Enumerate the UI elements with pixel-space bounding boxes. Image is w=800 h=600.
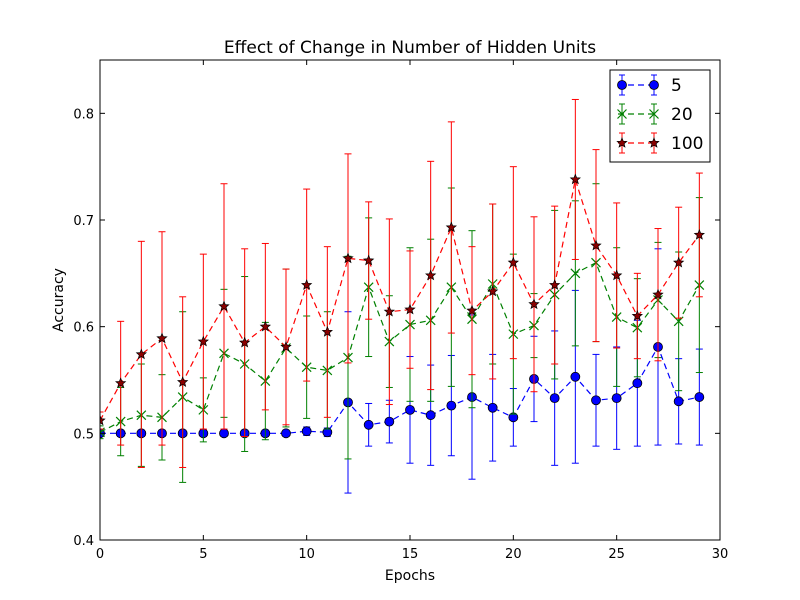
data-point <box>611 393 622 404</box>
legend-marker <box>617 109 627 119</box>
data-point <box>528 298 540 310</box>
data-point <box>156 332 168 344</box>
y-tick-label: 0.7 <box>73 214 94 229</box>
legend-marker <box>616 137 628 148</box>
data-point <box>405 404 415 415</box>
x-tick-label: 15 <box>402 547 419 562</box>
y-axis: 0.4 0.5 0.6 0.7 0.8 <box>73 107 720 549</box>
data-point <box>281 428 291 439</box>
legend-entry-100: 100 <box>616 132 703 154</box>
data-point <box>673 256 685 268</box>
data-point <box>239 336 251 348</box>
data-point <box>569 173 581 185</box>
data-point <box>590 239 602 251</box>
y-tick-label: 0.4 <box>73 534 94 549</box>
data-point <box>631 310 643 321</box>
data-point <box>570 268 581 279</box>
x-tick-label: 5 <box>199 547 207 562</box>
data-point <box>363 254 375 266</box>
legend-marker <box>649 80 659 90</box>
data-point <box>445 221 457 233</box>
x-tick-label: 10 <box>298 547 315 562</box>
data-point <box>219 428 229 439</box>
series-5 <box>100 248 705 494</box>
chart-title: Effect of Change in Number of Hidden Uni… <box>224 38 596 58</box>
data-point <box>446 400 457 411</box>
data-point <box>652 288 664 300</box>
legend-marker <box>649 109 659 119</box>
data-point <box>218 300 230 312</box>
y-tick-label: 0.5 <box>73 427 94 442</box>
data-point <box>549 393 560 404</box>
data-point <box>425 410 436 421</box>
data-point <box>177 376 189 387</box>
data-point <box>321 326 333 337</box>
data-point <box>259 320 271 332</box>
y-tick-label: 0.8 <box>73 107 94 122</box>
data-point <box>425 269 437 281</box>
x-tick-label: 0 <box>96 547 104 562</box>
x-tick-label: 30 <box>712 547 729 562</box>
data-point <box>363 419 374 430</box>
legend-label: 20 <box>671 105 693 125</box>
data-point <box>342 252 354 264</box>
data-point <box>549 279 561 290</box>
legend-entry-5: 5 <box>617 74 682 96</box>
data-point <box>280 340 292 352</box>
legend: 5 20 100 <box>609 69 711 163</box>
y-axis-label: Accuracy <box>51 268 67 332</box>
data-point <box>570 371 581 382</box>
data-point <box>693 228 705 240</box>
data-point <box>404 303 416 315</box>
series-line <box>100 345 700 434</box>
legend-marker <box>648 137 660 148</box>
legend-marker <box>617 80 627 90</box>
x-tick-label: 25 <box>608 547 625 562</box>
series-line <box>100 261 700 433</box>
y-tick-label: 0.6 <box>73 321 94 336</box>
series-line <box>100 179 700 421</box>
data-point <box>632 378 643 389</box>
data-point <box>487 285 499 297</box>
data-point <box>197 335 209 347</box>
series-20 <box>100 183 705 483</box>
data-point <box>694 392 705 402</box>
data-point <box>487 402 498 413</box>
series-100 <box>100 98 705 468</box>
data-point <box>507 256 519 268</box>
x-axis: 0 5 10 15 20 25 30 <box>96 60 728 562</box>
data-point <box>591 395 601 406</box>
data-point <box>301 279 313 290</box>
data-point <box>611 269 623 281</box>
legend-label: 100 <box>671 134 703 154</box>
x-axis-label: Epochs <box>385 568 435 584</box>
data-point <box>383 305 395 317</box>
data-point <box>301 426 312 437</box>
x-tick-label: 20 <box>505 547 522 562</box>
legend-entry-20: 20 <box>617 103 693 125</box>
data-point <box>135 348 147 360</box>
plot-marks <box>100 98 705 494</box>
data-point <box>384 416 395 427</box>
legend-label: 5 <box>671 76 682 96</box>
data-point <box>100 414 106 426</box>
data-point <box>466 304 478 316</box>
data-point <box>673 396 684 407</box>
data-point <box>115 377 127 389</box>
